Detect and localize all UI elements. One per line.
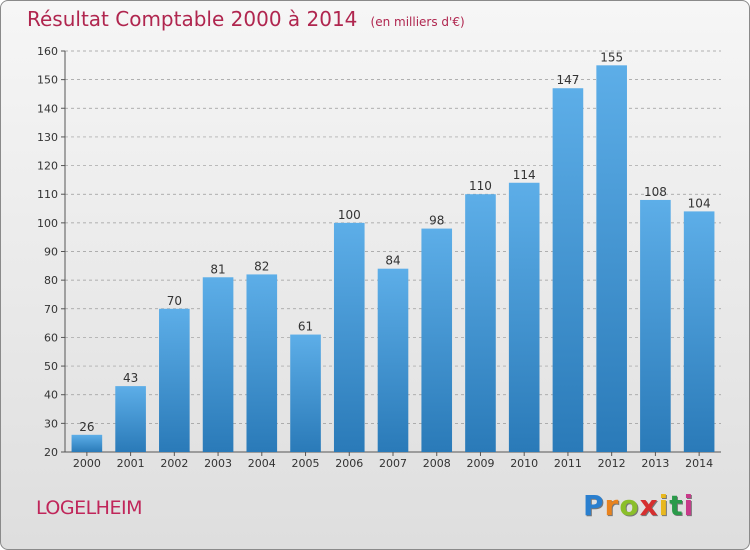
bars — [71, 65, 715, 453]
y-tick-labels: 20 30 40 50 60 70 80 90 100 110 120 130 140 150 160 — [37, 45, 58, 459]
bar — [246, 274, 278, 452]
x-tick-label: 2009 — [466, 457, 494, 470]
x-tick-label: 2006 — [335, 457, 363, 470]
bar — [508, 182, 540, 452]
bar-value-label: 104 — [688, 196, 711, 210]
x-tick-label: 2010 — [510, 457, 538, 470]
bar — [333, 222, 365, 452]
bar-value-labels: 26 43 70 81 82 61 100 84 98 110 114 147 155 108 104 — [79, 50, 710, 433]
chart-title-row: Résultat Comptable 2000 à 2014 (en milli… — [27, 7, 465, 31]
bar-value-label: 155 — [600, 50, 623, 64]
bar-value-label: 26 — [79, 420, 94, 434]
logo-letter: i — [683, 489, 695, 522]
bar — [683, 211, 715, 452]
x-tick-label: 2002 — [160, 457, 188, 470]
bar — [640, 199, 671, 452]
bar — [159, 308, 190, 452]
x-tick-label: 2013 — [641, 457, 669, 470]
logo-letter: P — [583, 489, 605, 522]
bar-value-label: 100 — [338, 208, 361, 222]
proxiti-logo: Proxiti — [583, 489, 694, 522]
y-tick-label: 40 — [44, 389, 58, 402]
bar-value-label: 84 — [385, 254, 400, 268]
logo-letter: i — [658, 489, 670, 522]
y-tick-label: 130 — [37, 131, 58, 144]
x-tick-label: 2007 — [379, 457, 407, 470]
y-tick-label: 60 — [44, 331, 58, 344]
bar — [202, 277, 234, 452]
y-tick-label: 90 — [44, 246, 58, 259]
bar-value-label: 70 — [167, 294, 182, 308]
chart-unit-label: (en milliers d'€) — [370, 15, 465, 29]
bar-value-label: 81 — [210, 262, 225, 276]
bar-value-label: 98 — [429, 214, 444, 228]
x-tick-label: 2012 — [598, 457, 626, 470]
logo-letter: r — [604, 489, 620, 522]
x-tick-label: 2011 — [554, 457, 582, 470]
bar — [290, 334, 321, 452]
chart-title: Résultat Comptable 2000 à 2014 — [27, 7, 358, 31]
bar-value-label: 82 — [254, 259, 269, 273]
y-tick-label: 120 — [37, 160, 58, 173]
bar — [596, 65, 627, 453]
x-tick-label: 2008 — [423, 457, 451, 470]
x-tick-label: 2000 — [73, 457, 101, 470]
bar-value-label: 43 — [123, 371, 138, 385]
logo-letter: x — [639, 489, 659, 522]
x-tick-labels: 2000 2001 2002 2003 2004 2005 2006 2007 2008 2009… — [73, 457, 713, 470]
bar-value-label: 61 — [298, 320, 313, 334]
bar-value-label: 147 — [556, 73, 579, 87]
y-tick-label: 30 — [44, 417, 58, 430]
x-tick-label: 2004 — [248, 457, 276, 470]
bar-value-label: 114 — [513, 168, 536, 182]
logo-letter: o — [619, 489, 640, 522]
bar — [377, 268, 409, 452]
x-tick-label: 2014 — [685, 457, 713, 470]
logo-letter: t — [669, 489, 684, 522]
bar — [421, 228, 453, 452]
x-tick-label: 2001 — [117, 457, 145, 470]
bar — [465, 194, 496, 452]
y-tick-label: 70 — [44, 303, 58, 316]
bar — [552, 88, 584, 452]
x-tick-label: 2003 — [204, 457, 232, 470]
bar-value-label: 110 — [469, 179, 492, 193]
x-tick-label: 2005 — [292, 457, 320, 470]
y-tick-label: 110 — [37, 188, 58, 201]
bar-value-label: 108 — [644, 185, 667, 199]
y-tick-label: 50 — [44, 360, 58, 373]
y-tick-label: 100 — [37, 217, 58, 230]
commune-name: LOGELHEIM — [36, 497, 142, 519]
y-tick-label: 150 — [37, 74, 58, 87]
y-tick-label: 160 — [37, 45, 58, 58]
y-tick-label: 140 — [37, 102, 58, 115]
y-tick-label: 80 — [44, 274, 58, 287]
bar — [115, 386, 146, 452]
y-tick-label: 20 — [44, 446, 58, 459]
bar — [71, 434, 103, 452]
